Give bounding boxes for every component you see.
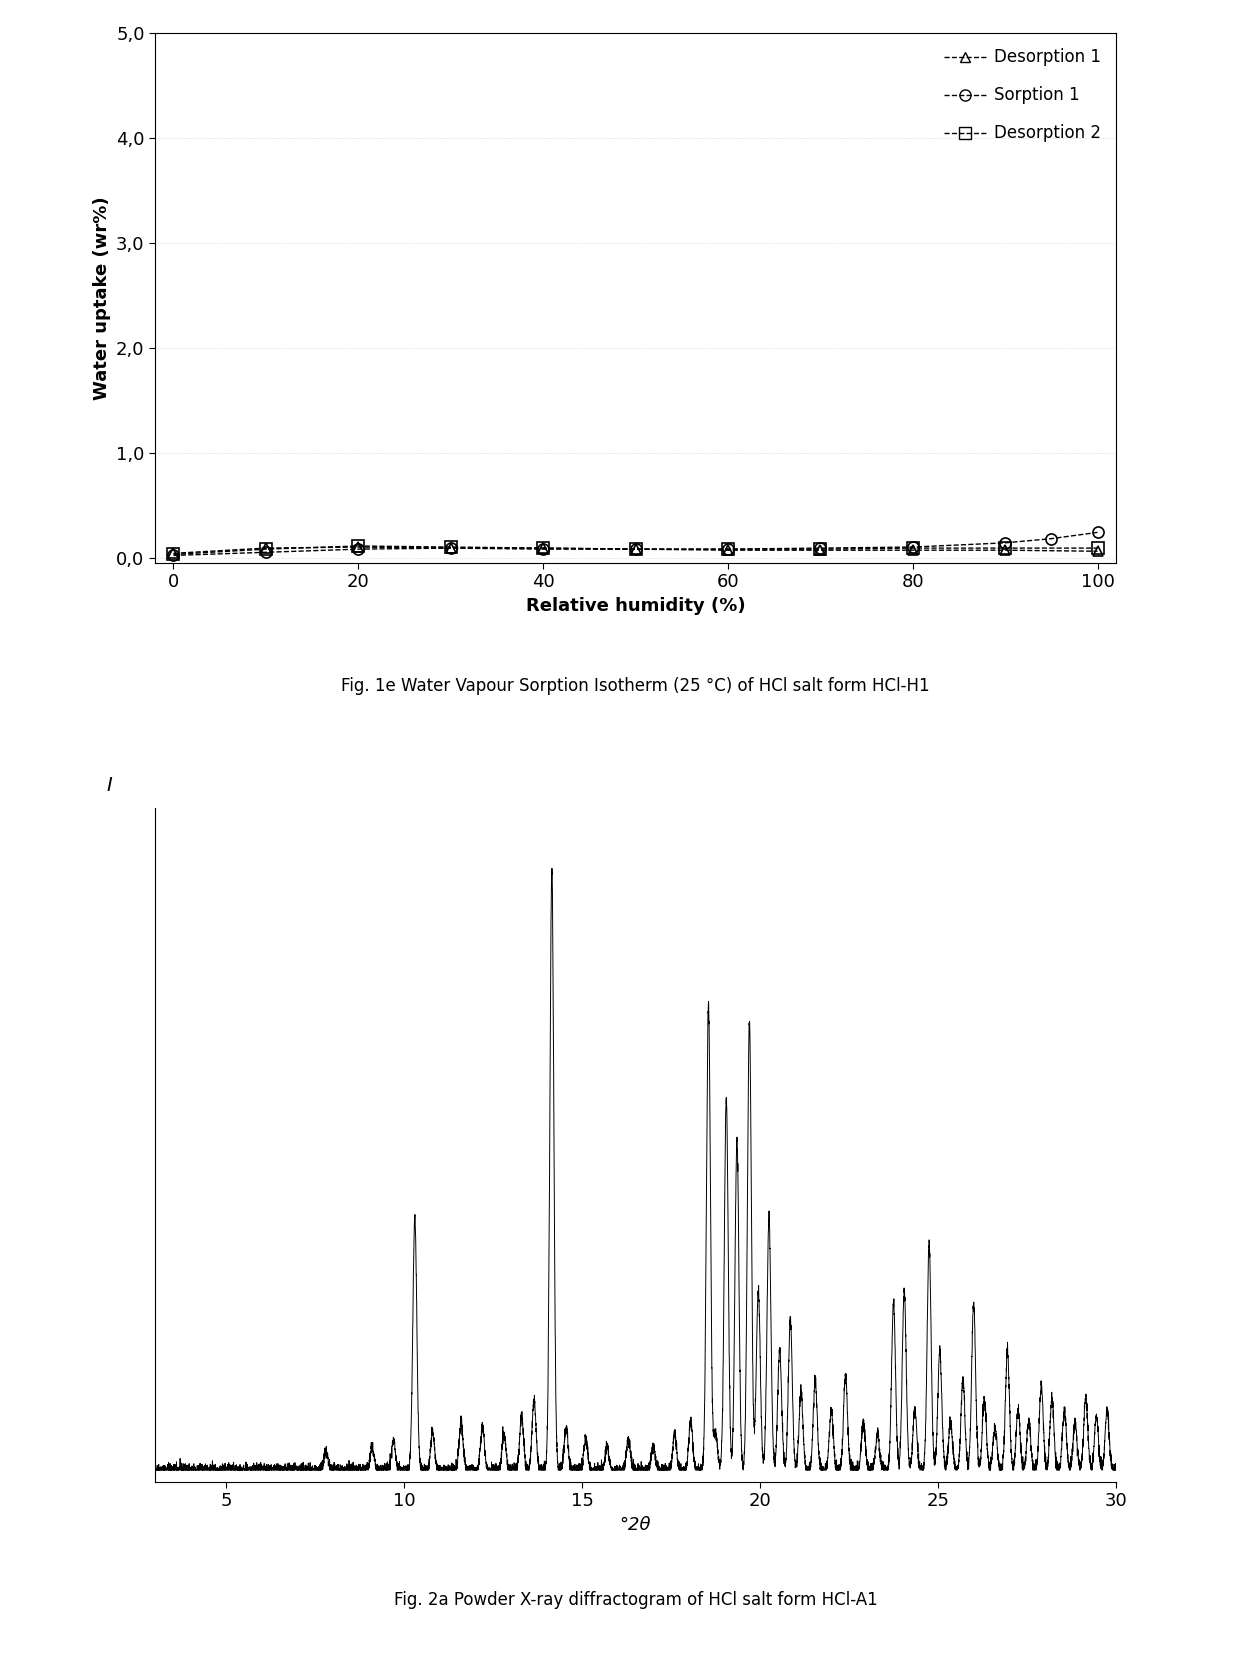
Line: Sorption 1: Sorption 1 [167, 527, 1104, 562]
Desorption 2 [166, 545, 181, 565]
Text: Fig. 2a Powder X-ray diffractogram of HCl salt form HCl-A1: Fig. 2a Powder X-ray diffractogram of HC… [393, 1590, 878, 1609]
Desorption 2 [905, 538, 920, 558]
Desorption 1 [166, 543, 181, 563]
Sorption 1 [998, 533, 1013, 553]
Desorption 2 [998, 538, 1013, 558]
Legend: Desorption 1, Sorption 1, Desorption 2: Desorption 1, Sorption 1, Desorption 2 [937, 42, 1107, 148]
Line: Desorption 1: Desorption 1 [169, 542, 1102, 558]
Text: I: I [107, 775, 113, 795]
Line: Desorption 2: Desorption 2 [167, 540, 1104, 560]
Desorption 2 [720, 538, 735, 558]
Sorption 1 [351, 538, 366, 558]
Sorption 1 [1090, 522, 1105, 542]
Sorption 1 [905, 537, 920, 557]
Desorption 2 [443, 537, 458, 557]
Desorption 1 [627, 538, 642, 558]
Desorption 1 [443, 538, 458, 558]
Desorption 2 [351, 537, 366, 557]
Desorption 1 [813, 540, 828, 560]
Desorption 2 [627, 538, 642, 558]
X-axis label: °2θ: °2θ [620, 1515, 651, 1534]
Desorption 1 [351, 537, 366, 557]
Desorption 2 [1090, 538, 1105, 558]
Desorption 1 [258, 538, 273, 558]
Sorption 1 [1044, 528, 1059, 548]
Desorption 1 [536, 538, 551, 558]
Desorption 1 [1090, 542, 1105, 562]
Sorption 1 [813, 538, 828, 558]
Y-axis label: Water uptake (wr%): Water uptake (wr%) [93, 197, 110, 400]
Desorption 2 [536, 538, 551, 558]
Sorption 1 [443, 538, 458, 558]
Sorption 1 [166, 545, 181, 565]
Sorption 1 [720, 538, 735, 558]
X-axis label: Relative humidity (%): Relative humidity (%) [526, 597, 745, 615]
Sorption 1 [536, 538, 551, 558]
Desorption 2 [258, 538, 273, 558]
Sorption 1 [627, 538, 642, 558]
Desorption 2 [813, 538, 828, 558]
Text: Fig. 1e Water Vapour Sorption Isotherm (25 °C) of HCl salt form HCl-H1: Fig. 1e Water Vapour Sorption Isotherm (… [341, 677, 930, 695]
Desorption 1 [905, 540, 920, 560]
Desorption 1 [998, 540, 1013, 560]
Desorption 1 [720, 540, 735, 560]
Sorption 1 [258, 542, 273, 562]
